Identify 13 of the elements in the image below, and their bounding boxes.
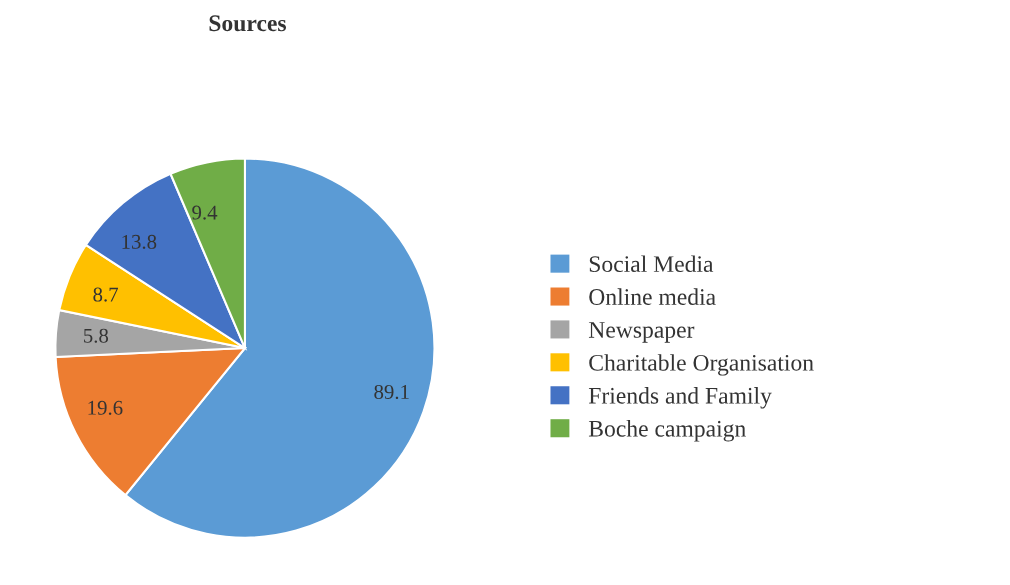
legend-label: Friends and Family: [588, 387, 772, 409]
data-label: 13.8: [122, 234, 157, 249]
legend-label: Charitable Organisation: [589, 354, 814, 376]
data-label: 8.7: [93, 287, 119, 302]
legend-label: Social Media: [589, 255, 714, 273]
data-label: 9.4: [192, 205, 218, 220]
data-label: 19.6: [88, 400, 123, 415]
data-label: 5.8: [84, 328, 109, 343]
legend-label: Online media: [589, 288, 716, 305]
legend-label: Boche campaign: [588, 420, 746, 442]
data-label: 89.1: [374, 384, 409, 400]
chart-title: Sources: [209, 15, 287, 32]
legend-label: Newspaper: [588, 322, 695, 343]
